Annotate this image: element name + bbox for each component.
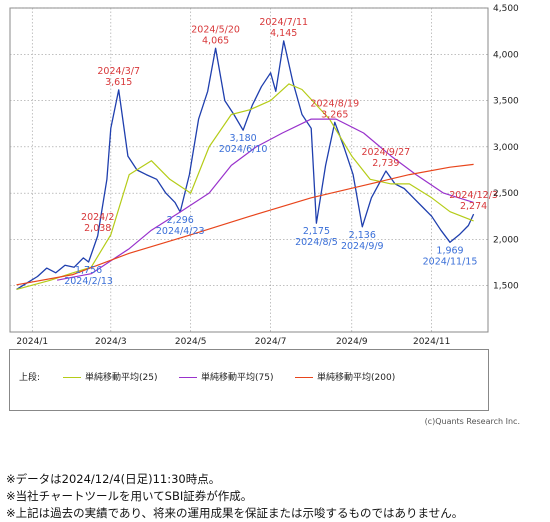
annotation-value: 3,615 bbox=[105, 77, 132, 88]
price-line bbox=[16, 40, 475, 290]
annotation-value: 2,274 bbox=[460, 201, 487, 212]
axes: 1,500 2,000 2,500 3,000 3,500 4,000 4,500 2024/… bbox=[16, 4, 519, 345]
annotation-value: 4,065 bbox=[202, 35, 229, 46]
annotation-value: 2024/6/10 bbox=[219, 144, 268, 155]
moving-averages bbox=[16, 83, 474, 290]
legend-swatch-ma200 bbox=[295, 377, 313, 378]
legend-item-ma75: 単純移動平均(75) bbox=[179, 370, 273, 383]
y-tick-label: 4,000 bbox=[493, 50, 519, 60]
note-line: ※上記は過去の実績であり、将来の運用成果を保証または示唆するものではありません。 bbox=[6, 506, 464, 520]
y-tick-label: 3,500 bbox=[493, 97, 519, 107]
legend-box: 上段: 単純移動平均(25) 単純移動平均(75) 単純移動平均(200) bbox=[9, 349, 489, 411]
annotation-value: 2024/4/23 bbox=[156, 226, 205, 237]
note-line: ※データは2024/12/4(日足)11:30時点。 bbox=[6, 472, 221, 486]
plot-area bbox=[9, 7, 489, 333]
annotation-date: 2024/12/3 bbox=[449, 190, 498, 201]
x-tick-label: 2024/1 bbox=[16, 337, 48, 345]
annotation-date: 2024/5/20 bbox=[191, 24, 240, 35]
legend-label-ma25: 単純移動平均(25) bbox=[85, 373, 158, 383]
legend-label-ma75: 単純移動平均(75) bbox=[201, 373, 274, 383]
legend-swatch-ma75 bbox=[179, 377, 197, 378]
annotation-date: 2024/9/27 bbox=[361, 147, 410, 158]
x-tick-label: 2024/5 bbox=[175, 337, 207, 345]
y-tick-label: 3,000 bbox=[493, 143, 519, 153]
ma-line-2 bbox=[16, 163, 474, 286]
ma-line-0 bbox=[16, 83, 474, 290]
annotation-value: 2024/11/15 bbox=[423, 256, 478, 267]
annotation-value: 2024/9/9 bbox=[341, 241, 384, 252]
x-tick-label: 2024/3 bbox=[95, 337, 127, 345]
legend-item-ma25: 単純移動平均(25) bbox=[63, 370, 157, 383]
legend-prefix: 上段: bbox=[19, 373, 41, 383]
price-series bbox=[16, 40, 475, 290]
annotation-date: 2,136 bbox=[349, 230, 376, 241]
annotation-date: 2024/2 bbox=[81, 212, 114, 223]
annotation-date: 3,180 bbox=[230, 133, 257, 144]
annotation-date: 2,175 bbox=[303, 226, 330, 237]
legend-swatch-ma25 bbox=[63, 377, 81, 378]
credit: (c)Quants Research Inc. bbox=[424, 417, 520, 426]
x-tick-label: 2024/9 bbox=[336, 337, 368, 345]
legend-item-ma200: 単純移動平均(200) bbox=[295, 370, 395, 383]
ma-line-1 bbox=[56, 118, 474, 281]
note-line: ※当社チャートツールを用いてSBI証券が作成。 bbox=[6, 489, 253, 503]
y-tick-label: 2,500 bbox=[493, 189, 519, 199]
annotation-value: 2024/8/5 bbox=[295, 237, 338, 248]
y-tick-label: 4,500 bbox=[493, 4, 519, 14]
y-tick-label: 1,500 bbox=[493, 282, 519, 292]
legend-label-ma200: 単純移動平均(200) bbox=[317, 373, 396, 383]
annotation-value: 4,145 bbox=[270, 28, 297, 39]
y-tick-label: 2,000 bbox=[493, 235, 519, 245]
annotation-value: 3,265 bbox=[321, 109, 348, 120]
x-tick-label: 2024/7 bbox=[255, 337, 287, 345]
annotation-date: 2024/8/19 bbox=[310, 98, 359, 109]
annotation-value: 2024/2/13 bbox=[64, 276, 113, 287]
annotation-date: 1,969 bbox=[436, 245, 463, 256]
notes: ※データは2024/12/4(日足)11:30時点。 ※当社チャートツールを用い… bbox=[6, 471, 463, 522]
annotation-date: 2,296 bbox=[167, 215, 194, 226]
annotation-date: 2024/3/7 bbox=[97, 66, 140, 77]
annotation-value: 2,739 bbox=[372, 158, 399, 169]
annotation-value: 2,038 bbox=[84, 223, 111, 234]
annotation-date: 1,756 bbox=[75, 265, 102, 276]
x-tick-label: 2024/11 bbox=[413, 337, 450, 345]
annotation-date: 2024/7/11 bbox=[259, 17, 308, 28]
